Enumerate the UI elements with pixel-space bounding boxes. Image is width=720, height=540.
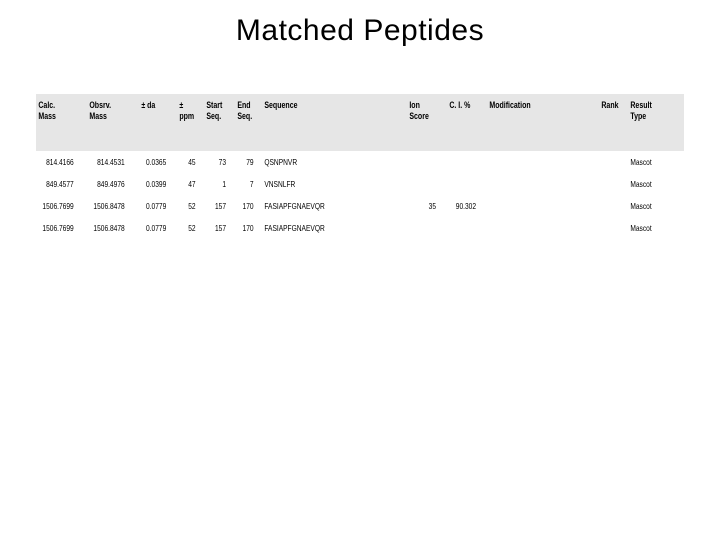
col-da: ± da [139, 94, 169, 151]
cell-ion [407, 151, 438, 173]
cell-calc: 814.4166 [36, 151, 76, 173]
page-title: Matched Peptides [0, 0, 720, 54]
cell-ppm: 45 [177, 151, 198, 173]
col-ion-score: IonScore [407, 94, 438, 151]
cell-rank [599, 151, 622, 173]
cell-end: 170 [235, 217, 256, 239]
cell-ci [447, 217, 478, 239]
cell-da: 0.0399 [139, 173, 169, 195]
col-modification: Modification [487, 94, 574, 151]
peptide-table-container: Calc. Mass Obsrv. Mass ± da ± ppm StartS… [36, 94, 684, 239]
cell-ci: 90.302 [447, 195, 478, 217]
cell-end: 79 [235, 151, 256, 173]
cell-obsv: 1506.8478 [87, 195, 127, 217]
table-row: 814.4166 814.4531 0.0365 45 73 79 QSNPNV… [36, 151, 684, 173]
col-ppm: ± ppm [177, 94, 198, 151]
table-row: 849.4577 849.4976 0.0399 47 1 7 VNSNLFR … [36, 173, 684, 195]
cell-rank [599, 195, 622, 217]
cell-calc: 1506.7699 [36, 217, 76, 239]
table-row: 1506.7699 1506.8478 0.0779 52 157 170 FA… [36, 195, 684, 217]
cell-seq: FASIAPFGNAEVQR [262, 195, 375, 217]
cell-ppm: 52 [177, 217, 198, 239]
cell-seq: FASIAPFGNAEVQR [262, 217, 375, 239]
cell-start: 1 [204, 173, 228, 195]
cell-res: Mascot [628, 173, 672, 195]
cell-da: 0.0779 [139, 217, 169, 239]
cell-ppm: 52 [177, 195, 198, 217]
cell-obsv: 1506.8478 [87, 217, 127, 239]
table-body: 814.4166 814.4531 0.0365 45 73 79 QSNPNV… [36, 151, 684, 239]
slide: Matched Peptides Calc. Mass Obsrv. Mass … [0, 0, 720, 540]
cell-res: Mascot [628, 217, 672, 239]
cell-end: 7 [235, 173, 256, 195]
cell-mod [487, 195, 574, 217]
cell-ion [407, 217, 438, 239]
col-ci: C. I. % [447, 94, 478, 151]
cell-start: 157 [204, 195, 228, 217]
table-header-row: Calc. Mass Obsrv. Mass ± da ± ppm StartS… [36, 94, 684, 151]
table-row: 1506.7699 1506.8478 0.0779 52 157 170 FA… [36, 217, 684, 239]
col-end-seq: EndSeq. [235, 94, 256, 151]
col-rank: Rank [599, 94, 622, 151]
col-sequence: Sequence [262, 94, 375, 151]
col-result-type: Result Type [628, 94, 672, 151]
cell-ion [407, 173, 438, 195]
cell-start: 73 [204, 151, 228, 173]
col-calc-mass: Calc. Mass [36, 94, 76, 151]
cell-res: Mascot [628, 151, 672, 173]
cell-seq: QSNPNVR [262, 151, 375, 173]
cell-mod [487, 217, 574, 239]
cell-end: 170 [235, 195, 256, 217]
cell-ion: 35 [407, 195, 438, 217]
cell-mod [487, 151, 574, 173]
cell-calc: 1506.7699 [36, 195, 76, 217]
cell-seq: VNSNLFR [262, 173, 375, 195]
cell-rank [599, 173, 622, 195]
cell-start: 157 [204, 217, 228, 239]
peptide-table: Calc. Mass Obsrv. Mass ± da ± ppm StartS… [36, 94, 684, 239]
cell-ci [447, 173, 478, 195]
cell-ci [447, 151, 478, 173]
cell-res: Mascot [628, 195, 672, 217]
cell-calc: 849.4577 [36, 173, 76, 195]
col-obsv-mass: Obsrv. Mass [87, 94, 127, 151]
cell-da: 0.0365 [139, 151, 169, 173]
cell-mod [487, 173, 574, 195]
cell-obsv: 849.4976 [87, 173, 127, 195]
cell-obsv: 814.4531 [87, 151, 127, 173]
col-start-seq: StartSeq. [204, 94, 228, 151]
cell-da: 0.0779 [139, 195, 169, 217]
cell-ppm: 47 [177, 173, 198, 195]
cell-rank [599, 217, 622, 239]
